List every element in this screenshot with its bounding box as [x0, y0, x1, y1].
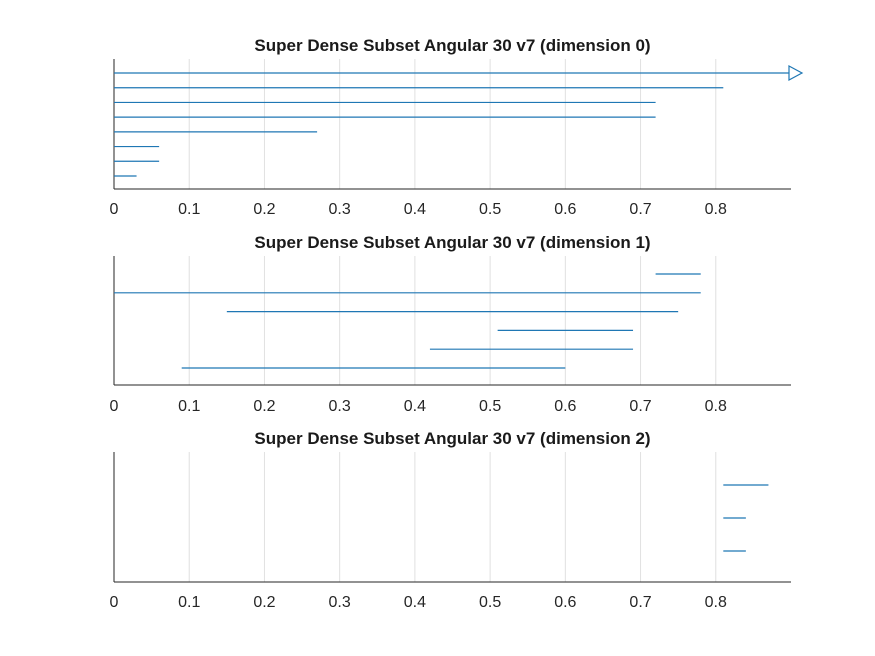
x-tick-label: 0	[110, 594, 119, 611]
x-tick-label: 0.5	[479, 594, 501, 611]
x-tick-label: 0.1	[178, 201, 200, 218]
chart-title: Super Dense Subset Angular 30 v7 (dimens…	[254, 429, 650, 448]
x-tick-label: 0.3	[329, 398, 351, 415]
x-tick-label: 0.6	[554, 398, 576, 415]
infinite-arrow-icon	[788, 64, 804, 82]
x-tick-label: 0.5	[479, 201, 501, 218]
chart-panel-1: Super Dense Subset Angular 30 v7 (dimens…	[110, 233, 791, 415]
x-tick-label: 0.7	[629, 398, 651, 415]
x-tick-label: 0.4	[404, 398, 426, 415]
x-tick-label: 0.5	[479, 398, 501, 415]
chart-title: Super Dense Subset Angular 30 v7 (dimens…	[254, 36, 650, 55]
x-tick-label: 0.1	[178, 398, 200, 415]
chart-panel-0: Super Dense Subset Angular 30 v7 (dimens…	[110, 36, 804, 218]
x-tick-label: 0.2	[253, 398, 275, 415]
x-tick-label: 0.7	[629, 594, 651, 611]
x-tick-label: 0.6	[554, 201, 576, 218]
x-tick-label: 0.2	[253, 594, 275, 611]
x-tick-label: 0.6	[554, 594, 576, 611]
x-tick-label: 0.7	[629, 201, 651, 218]
x-tick-label: 0.3	[329, 201, 351, 218]
x-tick-label: 0.2	[253, 201, 275, 218]
chart-panel-2: Super Dense Subset Angular 30 v7 (dimens…	[110, 429, 791, 611]
x-tick-label: 0.4	[404, 201, 426, 218]
x-tick-label: 0.1	[178, 594, 200, 611]
x-tick-label: 0.8	[705, 398, 727, 415]
x-tick-label: 0.4	[404, 594, 426, 611]
x-tick-label: 0	[110, 201, 119, 218]
x-tick-label: 0	[110, 398, 119, 415]
x-tick-label: 0.8	[705, 594, 727, 611]
x-tick-label: 0.8	[705, 201, 727, 218]
chart-title: Super Dense Subset Angular 30 v7 (dimens…	[254, 233, 650, 252]
x-tick-label: 0.3	[329, 594, 351, 611]
